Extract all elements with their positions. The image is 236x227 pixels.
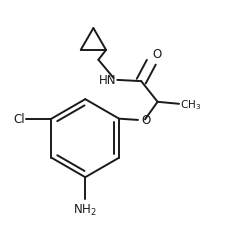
Text: NH$_2$: NH$_2$ — [73, 202, 97, 217]
Text: O: O — [141, 114, 150, 127]
Text: HN: HN — [99, 74, 116, 87]
Text: CH$_3$: CH$_3$ — [180, 97, 202, 111]
Text: O: O — [152, 47, 162, 60]
Text: Cl: Cl — [13, 113, 25, 126]
